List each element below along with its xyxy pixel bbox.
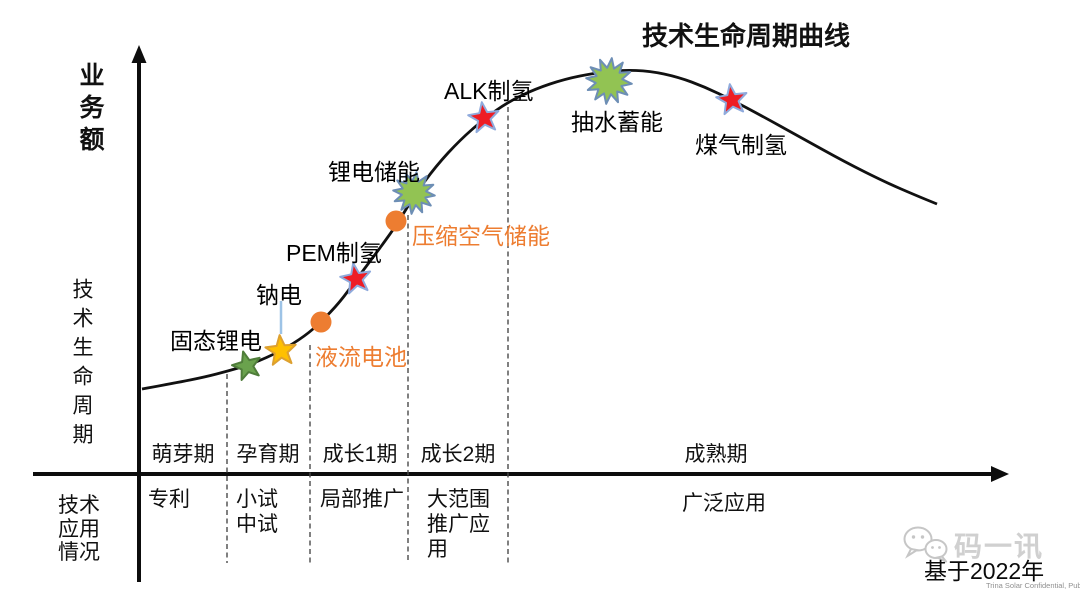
x-axis-arrow-icon <box>991 466 1009 482</box>
star-marker <box>264 334 297 366</box>
star-marker <box>715 83 748 116</box>
tech-label-1: 钠电 <box>256 282 302 308</box>
tech-label-0: 固态锂电 <box>170 328 262 354</box>
chart-title: 技术生命周期曲线 <box>641 21 850 51</box>
burst-marker <box>585 57 633 105</box>
application-label-wide-rollout: 大范围推广应用 <box>427 488 490 561</box>
y-axis-arrow-icon <box>131 45 147 63</box>
phase-label-growth2: 成长2期 <box>420 443 496 466</box>
tech-label-6: ALK制氢 <box>444 78 534 104</box>
confidential-note: Trina Solar Confidential, Public <box>986 581 1080 590</box>
watermark-brand: 码一讯 <box>954 531 1045 562</box>
tech-label-2: 液流电池 <box>315 344 407 370</box>
wechat-icon <box>903 526 948 563</box>
tech-label-7: 抽水蓄能 <box>571 109 663 135</box>
tech-label-5: 锂电储能 <box>328 159 420 185</box>
tech-label-4: 压缩空气储能 <box>412 223 550 249</box>
dot-marker <box>310 311 332 333</box>
application-label-local-rollout: 局部推广 <box>320 488 404 511</box>
lifecycle-row-label: 技术生命周期 <box>70 278 93 452</box>
application-label-pilot: 小试中试 <box>236 488 278 536</box>
application-label-broad-use: 广泛应用 <box>682 492 766 515</box>
tech-label-8: 煤气制氢 <box>695 132 787 158</box>
star-marker <box>467 101 500 134</box>
application-row-label: 技术应用情况 <box>58 494 100 564</box>
phase-label-sprout: 萌芽期 <box>151 443 215 466</box>
based-on-year: 基于2022年 <box>924 558 1045 584</box>
watermark: 码一讯 <box>900 524 1044 566</box>
dot-marker <box>385 210 407 232</box>
phase-label-growth1: 成长1期 <box>322 443 398 466</box>
phase-label-maturity: 成熟期 <box>684 443 748 466</box>
tech-label-3: PEM制氢 <box>286 240 382 266</box>
y-axis-label: 业务额 <box>76 62 104 158</box>
application-label-patent: 专利 <box>148 488 190 511</box>
phase-label-incubation: 孕育期 <box>236 443 300 466</box>
